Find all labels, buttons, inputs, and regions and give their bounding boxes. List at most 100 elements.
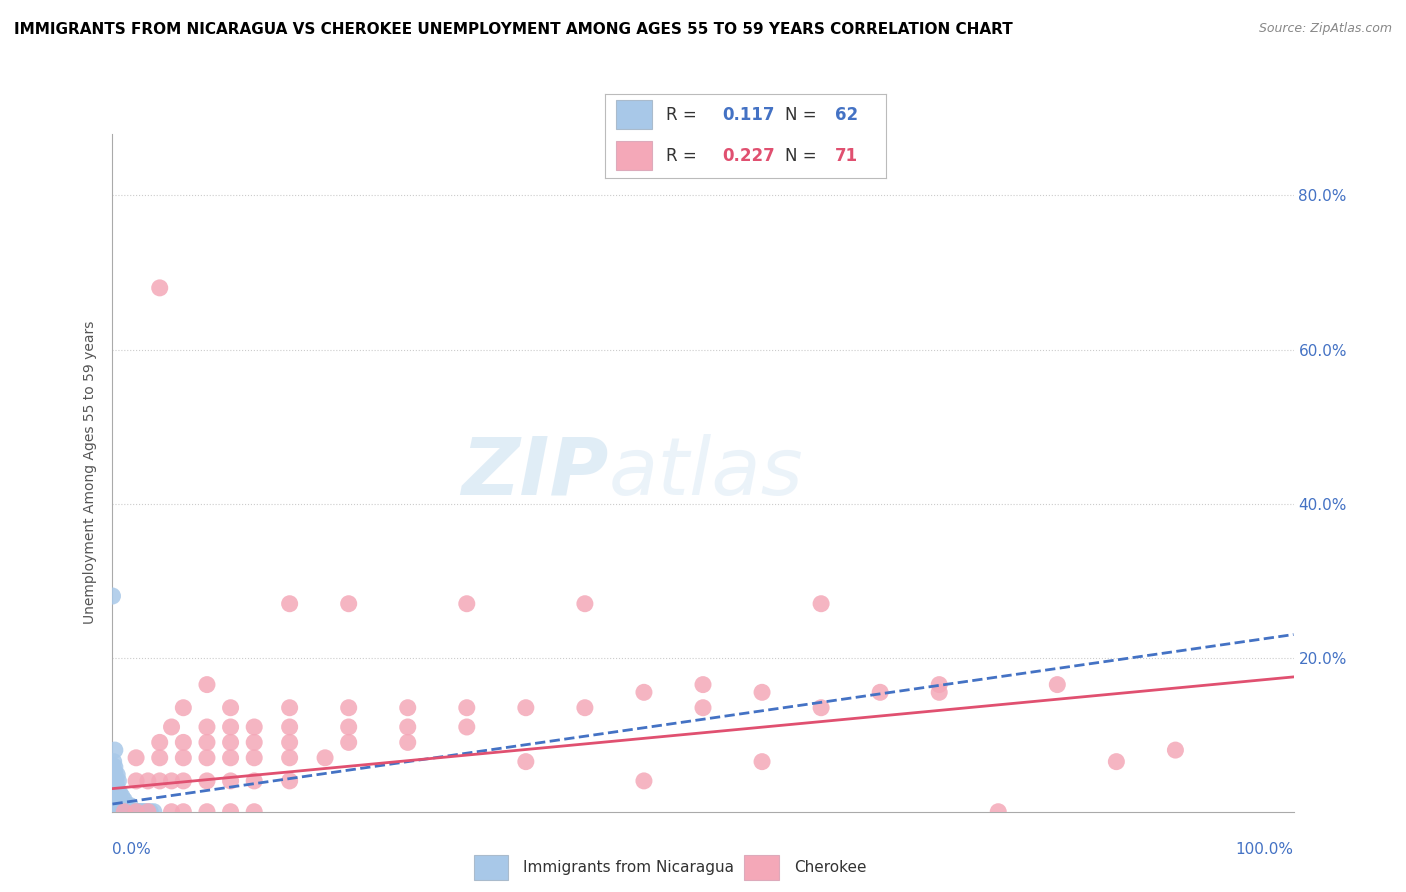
Point: [112, 805, 135, 819]
Point: [117, 805, 139, 819]
Point: [219, 751, 242, 765]
Point: [112, 805, 135, 819]
Point: [149, 751, 172, 765]
Point: [101, 785, 124, 799]
Point: [107, 796, 129, 810]
Point: [115, 805, 138, 819]
Point: [278, 700, 301, 714]
Point: [105, 805, 128, 819]
Point: [243, 735, 266, 749]
Text: 62: 62: [835, 106, 858, 124]
Point: [105, 785, 128, 799]
Text: 100.0%: 100.0%: [1236, 842, 1294, 857]
Point: [195, 751, 218, 765]
Point: [1164, 743, 1187, 757]
Point: [136, 805, 159, 819]
Text: Source: ZipAtlas.com: Source: ZipAtlas.com: [1258, 22, 1392, 36]
Point: [987, 805, 1010, 819]
Point: [101, 780, 124, 794]
Point: [456, 597, 478, 611]
Point: [278, 751, 301, 765]
Point: [172, 735, 194, 749]
Point: [195, 773, 218, 788]
Point: [103, 805, 125, 819]
Point: [105, 805, 128, 819]
Point: [142, 805, 165, 819]
Text: Cherokee: Cherokee: [793, 860, 866, 875]
Point: [107, 788, 129, 802]
Point: [105, 798, 128, 813]
Point: [132, 805, 155, 819]
Point: [111, 789, 134, 804]
Text: 0.227: 0.227: [723, 146, 776, 164]
Point: [110, 805, 132, 819]
Point: [111, 797, 134, 811]
Point: [195, 720, 218, 734]
Bar: [474, 855, 509, 880]
Point: [105, 768, 128, 782]
Text: Immigrants from Nicaragua: Immigrants from Nicaragua: [523, 860, 734, 875]
Point: [111, 805, 134, 819]
Point: [101, 805, 124, 819]
Point: [139, 805, 162, 819]
Point: [633, 685, 655, 699]
Point: [337, 735, 360, 749]
Point: [751, 685, 773, 699]
Point: [456, 720, 478, 734]
Point: [692, 700, 714, 714]
Point: [120, 805, 142, 819]
Point: [160, 720, 183, 734]
Point: [456, 700, 478, 714]
Point: [278, 597, 301, 611]
Point: [104, 797, 127, 811]
Point: [869, 685, 891, 699]
Point: [278, 773, 301, 788]
Point: [112, 793, 135, 807]
Point: [103, 762, 125, 776]
Point: [692, 678, 714, 692]
Point: [127, 805, 149, 819]
Point: [195, 735, 218, 749]
Point: [107, 773, 129, 788]
Point: [105, 778, 128, 792]
Point: [125, 805, 148, 819]
Point: [124, 805, 146, 819]
Point: [928, 685, 950, 699]
Point: [633, 773, 655, 788]
Point: [515, 700, 537, 714]
Point: [172, 751, 194, 765]
Point: [278, 735, 301, 749]
Point: [104, 743, 127, 757]
Point: [103, 766, 125, 780]
Point: [136, 773, 159, 788]
Point: [135, 805, 157, 819]
Point: [108, 798, 131, 813]
Y-axis label: Unemployment Among Ages 55 to 59 years: Unemployment Among Ages 55 to 59 years: [83, 321, 97, 624]
Point: [103, 755, 125, 769]
Point: [104, 766, 127, 780]
Point: [122, 805, 145, 819]
Point: [108, 785, 131, 799]
Point: [110, 805, 132, 819]
Point: [243, 805, 266, 819]
Point: [108, 805, 131, 819]
Point: [104, 780, 127, 794]
Point: [574, 700, 596, 714]
Point: [1105, 755, 1128, 769]
Text: R =: R =: [666, 146, 703, 164]
Point: [160, 805, 183, 819]
Point: [337, 700, 360, 714]
Point: [149, 773, 172, 788]
Point: [125, 805, 148, 819]
Point: [243, 751, 266, 765]
Point: [103, 773, 125, 788]
Point: [104, 760, 127, 774]
Point: [131, 805, 153, 819]
Point: [810, 700, 832, 714]
Text: 71: 71: [835, 146, 858, 164]
Point: [101, 589, 124, 603]
Point: [112, 798, 135, 813]
Point: [751, 755, 773, 769]
Point: [149, 735, 172, 749]
Point: [149, 281, 172, 295]
